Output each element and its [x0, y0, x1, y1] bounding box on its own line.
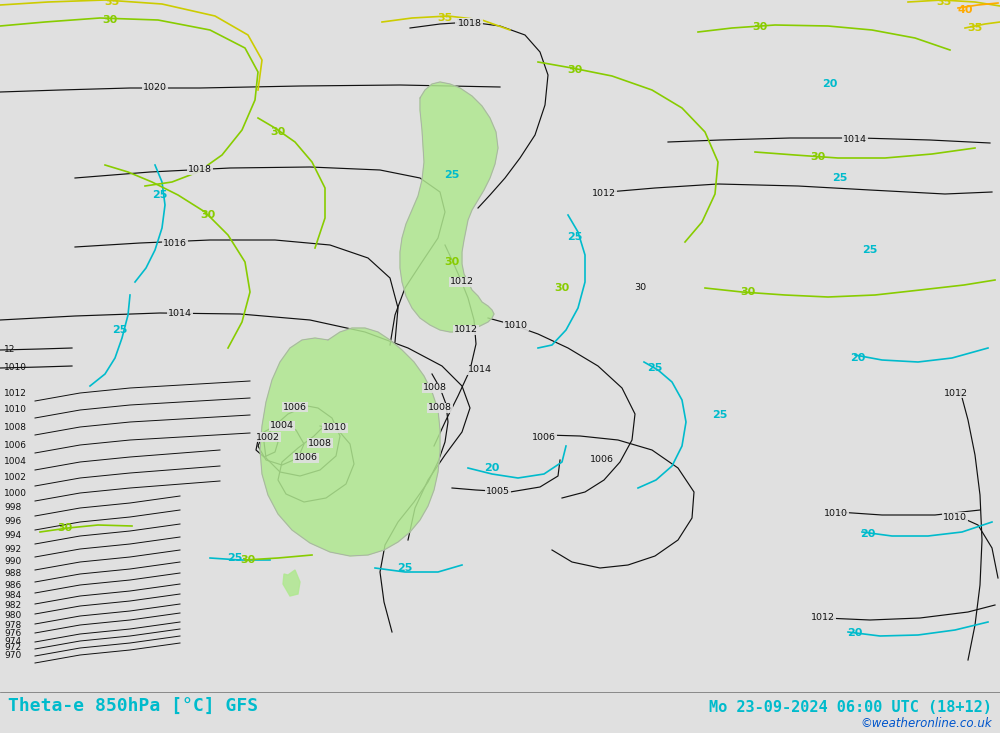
Text: 1010: 1010	[824, 509, 848, 518]
Text: 30: 30	[567, 65, 583, 75]
Text: 1010: 1010	[323, 424, 347, 432]
Text: 990: 990	[4, 558, 21, 567]
Text: 1020: 1020	[143, 84, 167, 92]
Text: 1010: 1010	[4, 364, 27, 372]
Text: 20: 20	[484, 463, 500, 473]
Text: 996: 996	[4, 517, 21, 526]
Text: 1010: 1010	[504, 322, 528, 331]
Text: 1018: 1018	[456, 18, 480, 28]
Text: 30: 30	[740, 287, 756, 297]
Text: 30: 30	[752, 22, 768, 32]
Text: 1012: 1012	[450, 278, 474, 287]
Text: 1005: 1005	[486, 487, 510, 496]
Text: 12: 12	[4, 345, 15, 355]
Text: 25: 25	[397, 563, 413, 573]
Text: 20: 20	[850, 353, 866, 363]
Text: 1002: 1002	[4, 474, 27, 482]
Text: 35: 35	[936, 0, 952, 7]
Text: 1008: 1008	[308, 438, 332, 448]
Text: 1008: 1008	[428, 403, 452, 413]
Text: 25: 25	[567, 232, 583, 242]
Text: 988: 988	[4, 570, 21, 578]
Polygon shape	[260, 328, 440, 556]
Text: 1008: 1008	[423, 383, 447, 392]
Text: 982: 982	[4, 602, 21, 611]
Text: 30: 30	[270, 127, 286, 137]
Text: 1016: 1016	[163, 238, 187, 248]
Text: Mo 23-09-2024 06:00 UTC (18+12): Mo 23-09-2024 06:00 UTC (18+12)	[709, 700, 992, 715]
Text: 20: 20	[822, 79, 838, 89]
Text: 1018: 1018	[458, 18, 482, 28]
Text: 1010: 1010	[4, 405, 27, 414]
Text: 1014: 1014	[468, 366, 492, 375]
Text: 25: 25	[862, 245, 878, 255]
Text: 30: 30	[102, 15, 118, 25]
Text: 25: 25	[112, 325, 128, 335]
Text: 1010: 1010	[943, 512, 967, 521]
Text: 1004: 1004	[270, 421, 294, 430]
Text: 976: 976	[4, 630, 21, 638]
Text: 1006: 1006	[4, 441, 27, 449]
Text: 980: 980	[4, 611, 21, 621]
Text: 972: 972	[4, 644, 21, 652]
Text: 30: 30	[810, 152, 826, 162]
Text: 1014: 1014	[168, 309, 192, 319]
Text: 970: 970	[4, 650, 21, 660]
Text: 30: 30	[200, 210, 216, 220]
Text: 978: 978	[4, 621, 21, 630]
Text: 30: 30	[634, 284, 646, 292]
Text: 1012: 1012	[944, 388, 968, 397]
Text: 20: 20	[847, 628, 863, 638]
Text: 35: 35	[437, 13, 453, 23]
Text: 35: 35	[104, 0, 120, 7]
Text: 986: 986	[4, 581, 21, 589]
Text: 25: 25	[227, 553, 243, 563]
Text: 984: 984	[4, 592, 21, 600]
Text: 1006: 1006	[532, 432, 556, 441]
Text: 1012: 1012	[811, 614, 835, 622]
Polygon shape	[283, 570, 300, 596]
Text: 992: 992	[4, 545, 21, 553]
Text: ©weatheronline.co.uk: ©weatheronline.co.uk	[860, 717, 992, 730]
Text: 25: 25	[832, 173, 848, 183]
Text: 998: 998	[4, 504, 21, 512]
Text: 974: 974	[4, 636, 21, 646]
Text: 30: 30	[554, 283, 570, 293]
Text: 994: 994	[4, 531, 21, 540]
Text: 1000: 1000	[4, 488, 27, 498]
Text: 1006: 1006	[283, 402, 307, 411]
Text: 1006: 1006	[294, 454, 318, 463]
Text: 1008: 1008	[4, 422, 27, 432]
Text: 1012: 1012	[4, 388, 27, 397]
Text: 30: 30	[444, 257, 460, 267]
Text: 1014: 1014	[843, 134, 867, 144]
Text: 1004: 1004	[4, 457, 27, 466]
Text: 1012: 1012	[454, 325, 478, 334]
Text: 25: 25	[647, 363, 663, 373]
Text: 35: 35	[967, 23, 983, 33]
Text: 1002: 1002	[256, 432, 280, 441]
Text: 20: 20	[860, 529, 876, 539]
Polygon shape	[400, 82, 498, 332]
Text: 1012: 1012	[592, 188, 616, 197]
Text: 1018: 1018	[188, 166, 212, 174]
Text: 30: 30	[240, 555, 256, 565]
Text: 25: 25	[444, 170, 460, 180]
Text: 30: 30	[57, 523, 73, 533]
Text: 25: 25	[152, 190, 168, 200]
Text: 40: 40	[957, 5, 973, 15]
Text: 1006: 1006	[590, 455, 614, 465]
Text: 25: 25	[712, 410, 728, 420]
Text: Theta-e 850hPa [°C] GFS: Theta-e 850hPa [°C] GFS	[8, 697, 258, 715]
